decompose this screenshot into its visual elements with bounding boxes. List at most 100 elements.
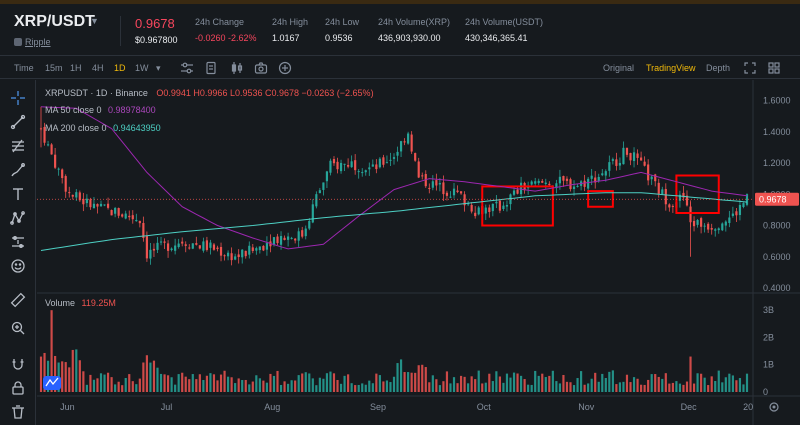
candle-body <box>470 204 473 212</box>
price-chart[interactable]: 1.60001.40001.20001.00000.80000.60000.40… <box>37 80 800 425</box>
candle-body <box>664 188 667 205</box>
add-indicator-icon[interactable] <box>278 61 292 75</box>
drawing-tools-sidebar <box>0 80 36 425</box>
interval-15m[interactable]: 15m <box>45 63 63 73</box>
candle-body <box>636 153 639 158</box>
fullscreen-icon[interactable] <box>743 61 757 75</box>
lock-icon[interactable] <box>10 380 26 396</box>
trendline-icon[interactable] <box>10 114 26 130</box>
interval-4h[interactable]: 4H <box>92 63 104 73</box>
tradingview-logo-mark <box>45 377 59 387</box>
candle-body <box>71 194 74 197</box>
measure-icon[interactable] <box>10 234 26 250</box>
volume-bar <box>99 373 103 392</box>
volume-bar <box>724 377 727 392</box>
candle-body <box>322 182 325 190</box>
volume-bar <box>375 373 378 392</box>
volume-bar <box>308 373 311 392</box>
view-original[interactable]: Original <box>603 63 635 73</box>
candle-body <box>361 172 364 174</box>
pair-title[interactable]: XRP/USDT <box>14 13 95 30</box>
interval-1w[interactable]: 1W <box>135 63 149 73</box>
candle-body <box>318 190 321 194</box>
candle-body <box>505 204 509 207</box>
trash-icon[interactable] <box>10 404 26 420</box>
camera-icon[interactable] <box>254 61 268 75</box>
volume-bar <box>604 378 607 392</box>
candle-body <box>445 192 449 196</box>
volume-bar <box>618 382 622 392</box>
brush-icon[interactable] <box>10 162 26 178</box>
volume-bar <box>294 380 297 392</box>
pattern-icon[interactable] <box>10 210 26 226</box>
crosshair-icon[interactable] <box>10 90 26 106</box>
legend-ma50[interactable]: MA 50 close 0 0.98978400 <box>45 105 156 115</box>
volume-bar <box>459 375 463 392</box>
pair-dropdown-icon[interactable]: ▼ <box>90 16 99 26</box>
candle-body <box>378 158 381 168</box>
zoom-in-icon[interactable] <box>10 320 26 336</box>
highlight-box <box>587 190 614 208</box>
candle-body <box>459 191 463 194</box>
interval-1h[interactable]: 1H <box>70 63 82 73</box>
candle-body <box>343 163 346 165</box>
indicator-settings-icon[interactable] <box>180 61 194 75</box>
candle-body <box>279 236 283 245</box>
legend-volume[interactable]: Volume 119.25M <box>45 298 116 308</box>
candle-body <box>449 196 452 198</box>
volume-bar <box>357 384 360 392</box>
candle-body <box>294 238 297 241</box>
volume-bar <box>484 382 487 392</box>
volume-bar <box>128 374 131 392</box>
candle-body <box>527 186 530 189</box>
candle-body <box>488 207 491 213</box>
candle-body <box>339 162 343 172</box>
magnet-icon[interactable] <box>10 356 26 372</box>
volume-bar <box>184 376 187 392</box>
interval-dropdown-icon[interactable]: ▾ <box>156 63 161 73</box>
chart-area[interactable]: 1.60001.40001.20001.00000.80000.60000.40… <box>37 80 800 425</box>
text-icon[interactable] <box>10 186 26 202</box>
layout-grid-icon[interactable] <box>767 61 781 75</box>
time-tick-label: Jul <box>161 402 173 412</box>
legend-ma200[interactable]: MA 200 close 0 0.94643950 <box>45 123 161 133</box>
candle-body <box>682 192 685 198</box>
emoji-icon[interactable] <box>10 258 26 274</box>
volume-bar <box>689 356 692 392</box>
volume-bar <box>414 372 417 392</box>
volume-bar <box>181 372 184 392</box>
ruler-icon[interactable] <box>10 292 26 308</box>
fib-icon[interactable] <box>10 138 26 154</box>
volume-bar <box>608 371 611 392</box>
volume-bar <box>417 365 420 392</box>
volume-bar <box>516 373 519 392</box>
view-tradingview[interactable]: TradingView <box>646 63 696 73</box>
candle-body <box>195 243 198 245</box>
volume-bar <box>301 373 304 392</box>
price-tick-label: 0.6000 <box>763 252 791 262</box>
volume-bar <box>43 352 46 392</box>
ma50-label: MA 50 close 0 <box>45 105 102 115</box>
view-depth[interactable]: Depth <box>706 63 731 73</box>
template-icon[interactable] <box>204 61 218 75</box>
price-tick-label: 1.6000 <box>763 96 791 106</box>
candle-body <box>410 134 413 152</box>
volume-bar <box>332 373 336 392</box>
volume-bar <box>124 378 127 392</box>
candle-body <box>396 151 399 156</box>
candle-body <box>389 159 392 161</box>
ma200-label: MA 200 close 0 <box>45 123 107 133</box>
candle-body <box>234 256 237 260</box>
volume-bar <box>152 360 156 392</box>
volume-bar <box>692 383 696 392</box>
candle-body <box>382 157 385 165</box>
candle-body <box>576 185 579 187</box>
candle-body <box>519 182 523 195</box>
candle-body <box>329 160 332 173</box>
candle-type-icon[interactable] <box>230 61 244 75</box>
settings-gear-icon <box>769 402 779 412</box>
candle-body <box>89 199 92 208</box>
interval-1d[interactable]: 1D <box>114 63 126 73</box>
coin-info-link[interactable]: Ripple <box>14 37 51 47</box>
candle-body <box>152 248 156 251</box>
